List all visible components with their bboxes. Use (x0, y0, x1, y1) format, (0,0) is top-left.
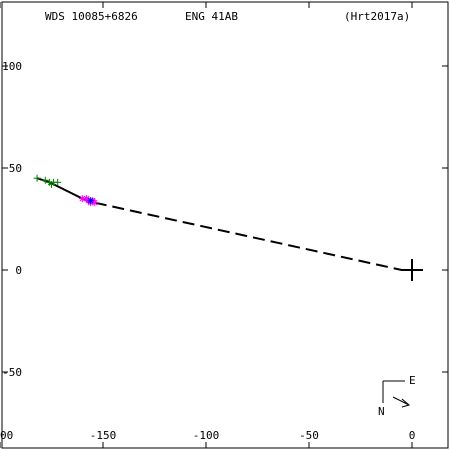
y-tick-label: 100 (2, 60, 22, 73)
observation-point (33, 174, 41, 182)
observation-point (78, 195, 86, 203)
compass-east-label: E (409, 374, 416, 387)
observation-point (48, 180, 55, 188)
x-tick-label: -150 (90, 429, 117, 442)
x-tick-labels: -200 -150 -100 -50 0 (0, 429, 415, 442)
primary-star-marker (401, 259, 423, 281)
x-tick-label: 0 (409, 429, 416, 442)
observation-point (87, 197, 95, 205)
observation-point (41, 176, 49, 184)
x-tick-label: -50 (299, 429, 319, 442)
observation-point (54, 178, 62, 186)
observation-points (33, 174, 99, 207)
compass-motion-arrowhead (401, 398, 411, 408)
header-system-id: WDS 10085+6826 (45, 10, 138, 23)
y-tick-label: 50 (9, 162, 22, 175)
compass-north-label: N (378, 405, 385, 418)
y-tick-labels: -50 0 50 100 (2, 60, 22, 379)
x-tick-label: -200 (0, 429, 13, 442)
header-discoverer: ENG 41AB (185, 10, 238, 23)
y-tick-label: 0 (15, 264, 22, 277)
compass-rose: E N (378, 374, 416, 418)
x-tick-label: -100 (193, 429, 220, 442)
header-reference: (Hrt2017a) (344, 10, 410, 23)
compass-motion-arrow (392, 396, 410, 406)
y-tick-label: -50 (2, 366, 22, 379)
orbit-projection-line (94, 201, 402, 271)
